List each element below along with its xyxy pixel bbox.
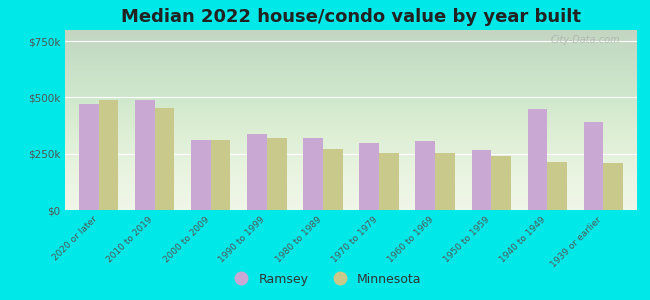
Bar: [99, 100, 118, 210]
Bar: [304, 138, 323, 210]
Bar: [323, 149, 343, 210]
Bar: [491, 156, 511, 210]
Bar: [247, 134, 267, 210]
Bar: [603, 163, 623, 210]
Bar: [415, 141, 435, 210]
Bar: [79, 104, 99, 210]
Bar: [359, 142, 379, 210]
Bar: [547, 162, 567, 210]
Bar: [135, 100, 155, 210]
Bar: [155, 108, 174, 210]
Bar: [584, 122, 603, 210]
Bar: [528, 109, 547, 210]
Title: Median 2022 house/condo value by year built: Median 2022 house/condo value by year bu…: [121, 8, 581, 26]
Legend: Ramsey, Minnesota: Ramsey, Minnesota: [224, 268, 426, 291]
Bar: [471, 150, 491, 210]
Bar: [379, 153, 398, 210]
Bar: [267, 138, 287, 210]
Bar: [211, 140, 231, 210]
Bar: [191, 140, 211, 210]
Text: City-Data.com: City-Data.com: [550, 35, 620, 45]
Bar: [435, 153, 455, 210]
